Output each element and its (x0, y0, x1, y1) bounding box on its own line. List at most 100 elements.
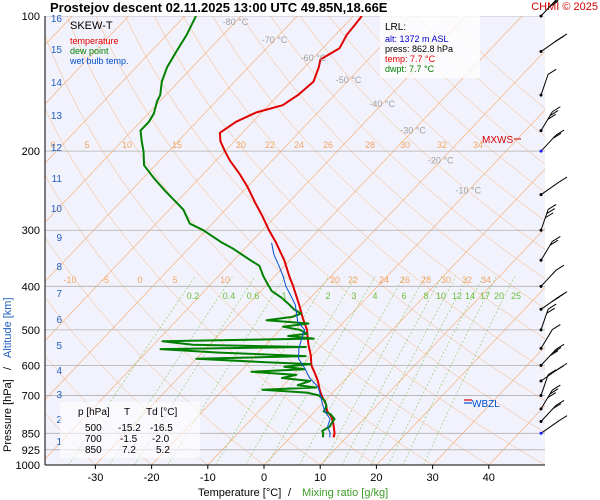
altitude-tick-label: 9 (56, 233, 62, 244)
profile-series (139, 16, 363, 438)
x-axis-separator: / (288, 487, 292, 499)
isotherm-line (45, 16, 466, 460)
wind-barb-flag (552, 132, 562, 139)
mixing-ratio-line (388, 276, 484, 465)
y-tick-label: 600 (22, 360, 40, 372)
table-header-p: p [hPa] (78, 407, 110, 418)
wind-barb-dot (539, 129, 543, 133)
dry-adiabat-label: 22 (265, 140, 275, 150)
wind-barb (539, 362, 568, 383)
mixing-ratio-line (267, 276, 376, 465)
table-row-t: -15.2 (118, 423, 141, 434)
y-tick-label: 100 (22, 11, 40, 23)
isotherm-label: -20 °C (428, 156, 454, 166)
dry-adiabat-label: 5 (84, 140, 89, 150)
series-line-dew-point (139, 16, 336, 438)
table-row-t: 7.2 (122, 445, 136, 456)
table-header-td: Td [°C] (146, 407, 177, 418)
y-axis-title: Pressure [hPa] / Altitude [km] (2, 297, 14, 452)
y-tick-label: 300 (22, 225, 40, 237)
wind-barb-dot (539, 284, 543, 288)
wind-barb (539, 324, 561, 350)
wind-barb-flag (549, 388, 559, 395)
altitude-tick-label: 11 (52, 174, 63, 185)
temperature-label: -10 (63, 275, 76, 285)
mixing-ratio-label: 8 (423, 291, 428, 301)
altitude-tick-label: 12 (51, 143, 63, 154)
table-row-td: -2.0 (152, 434, 170, 445)
mixing-ratio-label: 2 (325, 291, 330, 301)
chart-title: Prostejov descent 02.11.2025 13:00 UTC 4… (50, 0, 388, 15)
wind-barb (539, 415, 568, 435)
wind-barb (539, 33, 568, 54)
wind-barb-flag (545, 212, 554, 219)
wind-barb-staff (540, 269, 557, 287)
x-tick-label: 30 (426, 472, 438, 484)
altitude-tick-label: 3 (56, 390, 62, 401)
isotherm-line (319, 227, 545, 465)
wbzl-label: WBZL (472, 399, 500, 410)
wind-barb-flag (549, 110, 559, 116)
wind-barb-flag (549, 0, 559, 7)
header: Prostejov descent 02.11.2025 13:00 UTC 4… (0, 0, 600, 16)
x-tick-label: -10 (200, 472, 216, 484)
wind-barb-flag (552, 236, 561, 242)
wind-barb-dot (539, 93, 543, 97)
y-tick-label: 1000 (16, 460, 40, 472)
lrl-temperature: temp: 7.7 °C (385, 54, 436, 64)
dry-adiabat-label: 26 (323, 140, 333, 150)
wind-barb-flag (555, 36, 564, 42)
mixing-ratio-line (423, 276, 515, 465)
mixing-ratio-label: 14 (465, 291, 475, 301)
wind-barb-dot (539, 328, 543, 332)
legend: SKEW-T temperature dew point wet bulb te… (69, 20, 129, 66)
wind-barb-dot (539, 149, 543, 153)
dry-adiabat-label: 34 (473, 140, 483, 150)
lrl-pressure: press: 862.8 hPa (385, 44, 453, 54)
altitude-tick-label: 16 (51, 14, 63, 25)
wind-barb (539, 291, 568, 311)
grid-labels: -80 °C -70 °C -60 °C -50 °C -40 °C -30 °C -20 … (50, 17, 521, 301)
isotherm-label: -70 °C (262, 35, 288, 45)
mixing-ratio-line (341, 276, 443, 465)
dry-adiabat-line (212, 16, 545, 340)
wind-barb-dot (539, 228, 543, 232)
wind-barb-flag (547, 369, 557, 376)
mixing-ratio-label: 1 (281, 291, 286, 301)
y-tick-label: 200 (22, 146, 40, 158)
temperature-label: 22 (348, 275, 358, 285)
level-table: p [hPa] T Td [°C] 500 -15.2 -16.5 700 -1… (60, 402, 200, 458)
wind-barb-flag (558, 176, 568, 183)
mixing-ratio-label: 12 (452, 291, 462, 301)
y-axis-separator: / (2, 366, 14, 370)
wind-barb (539, 0, 559, 18)
altitude-tick-label: 13 (51, 111, 63, 122)
dry-adiabat-label: 28 (365, 140, 375, 150)
temperature-label: 10 (220, 275, 230, 285)
isotherm-line (376, 287, 545, 465)
table-row-p: 500 (85, 423, 102, 434)
x-tick-label: -30 (87, 472, 103, 484)
temperature-label: 30 (441, 275, 451, 285)
mixing-ratio-line (370, 276, 469, 465)
isotherm-line (95, 16, 523, 465)
table-row-td: -16.5 (150, 423, 173, 434)
wind-barb-dot (539, 363, 543, 367)
wind-barb-dot (539, 50, 543, 54)
isotherm-line (263, 168, 545, 465)
isotherm-line (45, 16, 242, 223)
series-line-wet-bulb-temp- (271, 242, 331, 438)
x-axis-temp-label: Temperature [°C] (198, 487, 281, 499)
mixing-ratio-label: 4 (372, 291, 377, 301)
dry-adiabat-label: 0 (50, 140, 55, 150)
wind-barb-staff (540, 181, 560, 196)
legend-wet-bulb: wet bulb temp. (69, 56, 129, 66)
wind-barb-dot (539, 258, 543, 262)
mixing-ratio-line (299, 276, 405, 465)
table-row-td: 5.2 (156, 445, 170, 456)
wind-barb (539, 176, 568, 197)
mixing-ratio-label: 3 (351, 291, 356, 301)
temperature-label: 0 (137, 275, 142, 285)
isotherm-line (45, 16, 298, 282)
wind-barb-flag (555, 399, 565, 406)
